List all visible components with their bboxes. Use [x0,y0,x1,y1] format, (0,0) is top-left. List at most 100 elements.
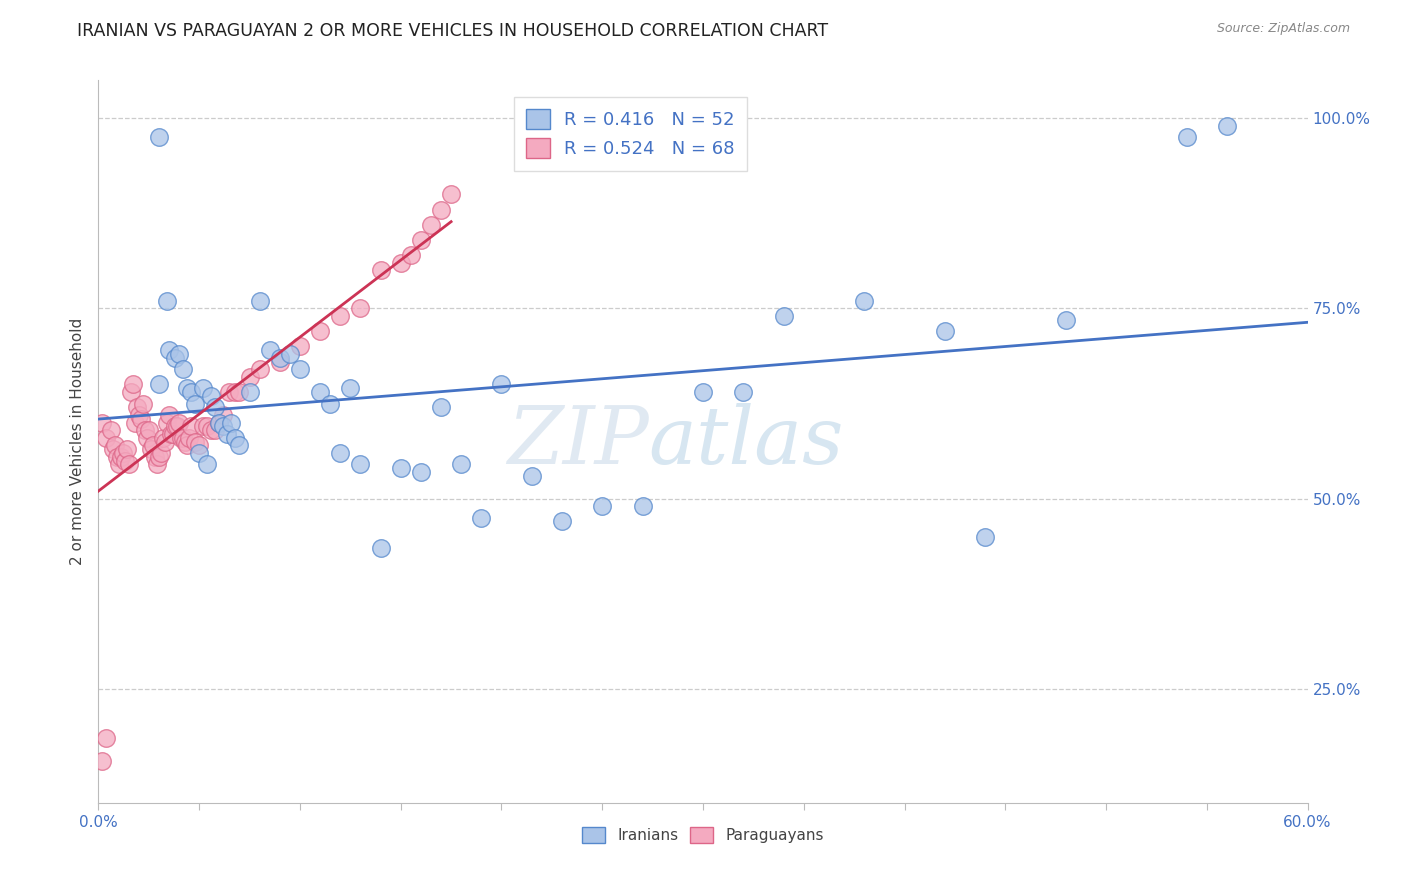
Point [111,446,134,460]
Point [389,461,412,475]
Point [105,450,128,464]
Point [339,381,361,395]
Point [188,438,211,452]
Point [239,385,262,400]
Point [249,293,271,308]
Point [204,423,226,437]
Point [91,416,114,430]
Point [450,458,472,472]
Point [146,458,169,472]
Point [200,389,222,403]
Point [157,343,180,358]
Point [224,385,246,400]
Point [430,202,453,217]
Point [217,426,239,441]
Point [269,351,291,365]
Point [491,377,513,392]
Point [249,362,271,376]
Point [309,324,332,338]
Point [551,515,574,529]
Point [309,385,332,400]
Point [269,354,291,368]
Point [160,426,183,441]
Point [288,362,311,376]
Point [218,385,240,400]
Point [162,426,184,441]
Legend: Iranians, Paraguayans: Iranians, Paraguayans [576,821,830,849]
Point [91,754,114,768]
Point [389,256,412,270]
Point [224,431,246,445]
Point [125,401,148,415]
Point [174,434,197,449]
Point [149,446,172,460]
Point [134,423,156,437]
Point [153,434,176,449]
Point [370,541,392,555]
Point [176,381,198,395]
Point [208,416,231,430]
Point [172,362,194,376]
Point [170,431,193,445]
Point [370,263,392,277]
Point [118,458,141,472]
Text: atlas: atlas [648,403,844,480]
Point [115,442,138,457]
Point [349,301,371,316]
Point [163,419,186,434]
Point [278,347,301,361]
Point [409,465,432,479]
Point [180,419,202,434]
Point [631,499,654,513]
Point [420,218,443,232]
Point [176,438,198,452]
Point [167,347,190,361]
Point [1175,130,1198,145]
Point [128,408,150,422]
Text: ZIP: ZIP [506,403,648,480]
Point [204,401,226,415]
Point [157,408,180,422]
Point [288,339,311,353]
Point [101,442,124,457]
Point [172,431,194,445]
Point [167,416,190,430]
Point [132,396,155,410]
Point [114,453,136,467]
Point [184,396,207,410]
Point [221,416,243,430]
Point [212,408,235,422]
Point [208,416,231,430]
Point [184,434,207,449]
Point [156,293,179,308]
Point [103,438,125,452]
Text: Source: ZipAtlas.com: Source: ZipAtlas.com [1216,22,1350,36]
Point [440,187,463,202]
Point [188,446,211,460]
Point [96,431,118,445]
Point [193,419,215,434]
Point [120,385,142,400]
Point [193,381,215,395]
Point [96,731,118,746]
Point [228,385,250,400]
Point [1054,313,1077,327]
Y-axis label: 2 or more Vehicles in Household: 2 or more Vehicles in Household [70,318,86,566]
Point [152,431,174,445]
Point [195,419,218,434]
Point [142,438,165,452]
Point [409,233,432,247]
Point [470,510,492,524]
Point [853,293,876,308]
Point [179,431,201,445]
Point [733,385,755,400]
Point [329,309,352,323]
Point [430,401,453,415]
Point [135,431,157,445]
Point [148,450,170,464]
Point [180,385,202,400]
Point [138,423,160,437]
Point [200,423,222,437]
Point [139,442,162,457]
Point [124,416,146,430]
